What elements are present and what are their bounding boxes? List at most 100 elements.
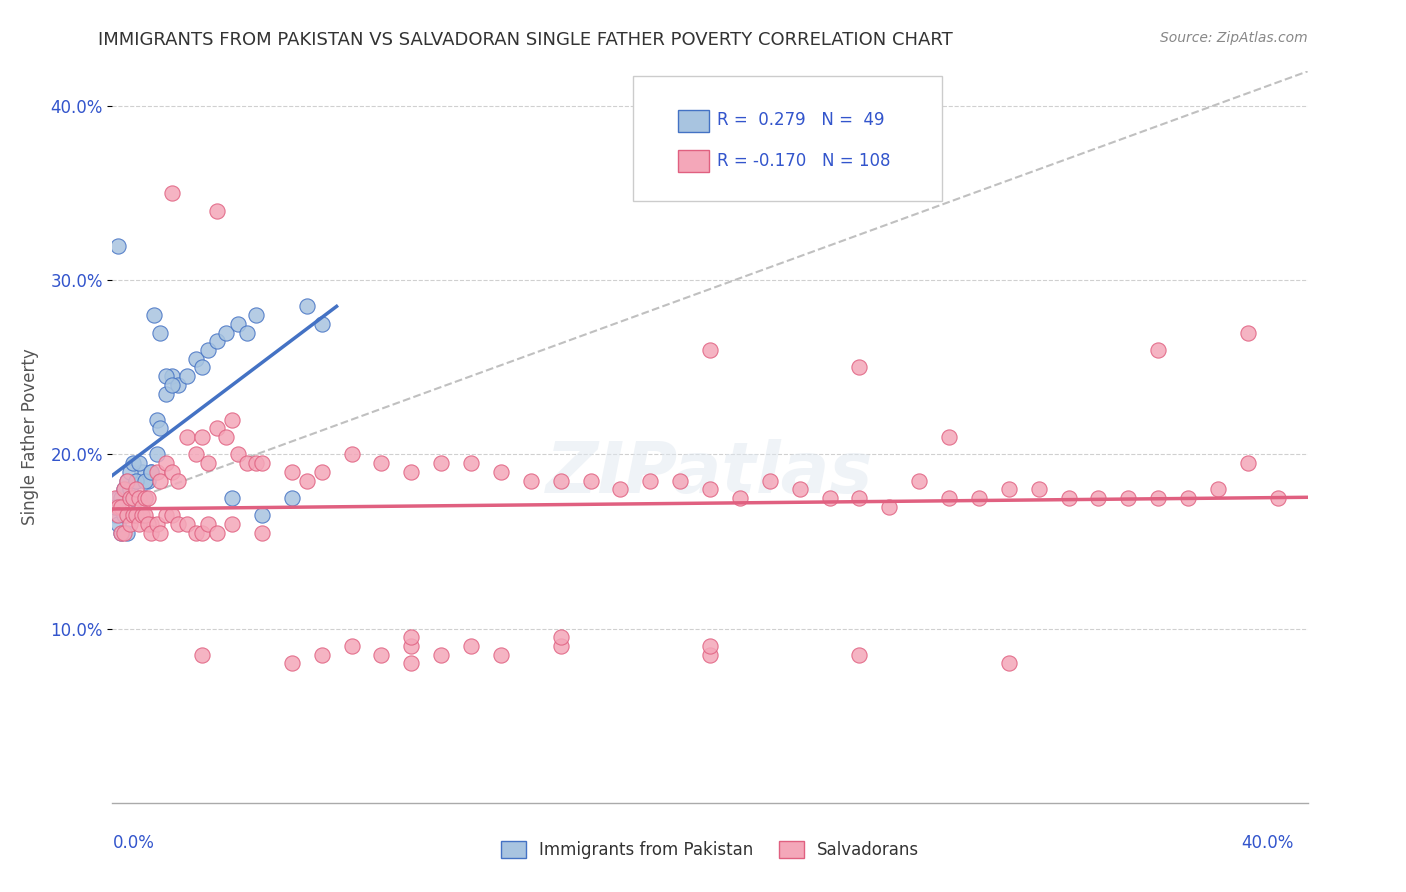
Point	[848, 360, 870, 375]
Point	[848, 491, 870, 505]
Point	[114, 525, 135, 540]
Point	[117, 474, 139, 488]
Point	[117, 525, 139, 540]
Point	[728, 491, 751, 505]
Point	[295, 300, 318, 314]
Point	[117, 474, 139, 488]
Point	[281, 491, 304, 505]
Point	[191, 648, 214, 662]
Point	[430, 648, 453, 662]
Point	[311, 465, 333, 479]
Point	[141, 525, 163, 540]
Text: 0.0%: 0.0%	[112, 834, 155, 852]
Point	[401, 465, 423, 479]
Point	[131, 508, 153, 523]
Point	[125, 474, 148, 488]
Point	[128, 491, 150, 505]
Point	[550, 639, 572, 653]
Point	[245, 308, 267, 322]
Point	[205, 421, 228, 435]
Point	[122, 491, 145, 505]
Text: R = -0.170   N = 108: R = -0.170 N = 108	[717, 152, 890, 169]
Point	[149, 474, 172, 488]
Point	[107, 238, 129, 252]
Point	[110, 500, 132, 514]
Point	[226, 317, 249, 331]
Point	[122, 456, 145, 470]
Point	[138, 491, 160, 505]
Point	[155, 456, 177, 470]
Point	[236, 456, 259, 470]
Point	[120, 483, 142, 497]
Point	[460, 639, 482, 653]
Point	[155, 386, 177, 401]
Point	[221, 491, 243, 505]
Point	[125, 483, 148, 497]
Point	[125, 474, 148, 488]
Point	[191, 360, 214, 375]
Y-axis label: Single Father Poverty: Single Father Poverty	[21, 349, 39, 525]
Point	[215, 326, 238, 340]
Point	[699, 483, 721, 497]
Point	[1087, 491, 1109, 505]
Text: 40.0%: 40.0%	[1241, 834, 1294, 852]
Point	[141, 465, 163, 479]
Point	[640, 474, 662, 488]
Point	[134, 491, 156, 505]
Point	[430, 456, 453, 470]
Point	[1057, 491, 1080, 505]
Point	[197, 517, 219, 532]
Point	[114, 483, 135, 497]
Point	[295, 474, 318, 488]
Point	[167, 517, 190, 532]
Point	[110, 525, 132, 540]
Point	[110, 491, 132, 505]
Point	[141, 517, 163, 532]
Point	[579, 474, 602, 488]
Point	[340, 448, 363, 462]
Point	[146, 517, 169, 532]
Point	[221, 517, 243, 532]
Point	[107, 508, 129, 523]
Point	[281, 657, 304, 671]
Text: ZIPatlas: ZIPatlas	[547, 439, 873, 508]
Point	[197, 456, 219, 470]
Point	[699, 343, 721, 357]
Point	[1206, 483, 1229, 497]
Point	[131, 465, 153, 479]
Point	[609, 483, 631, 497]
Point	[401, 631, 423, 645]
Point	[117, 508, 139, 523]
Point	[114, 483, 135, 497]
Point	[104, 508, 127, 523]
Point	[967, 491, 990, 505]
Point	[176, 430, 198, 444]
Point	[120, 517, 142, 532]
Point	[205, 525, 228, 540]
Point	[1028, 483, 1050, 497]
Legend: Immigrants from Pakistan, Salvadorans: Immigrants from Pakistan, Salvadorans	[492, 833, 928, 868]
Point	[669, 474, 692, 488]
Point	[149, 525, 172, 540]
Point	[550, 631, 572, 645]
Point	[186, 448, 208, 462]
Point	[104, 491, 127, 505]
Point	[167, 474, 190, 488]
Point	[149, 421, 172, 435]
Point	[120, 491, 142, 505]
Point	[134, 491, 156, 505]
Point	[186, 525, 208, 540]
Point	[1237, 456, 1260, 470]
Point	[155, 508, 177, 523]
Point	[128, 491, 150, 505]
Point	[281, 465, 304, 479]
Text: R =  0.279   N =  49: R = 0.279 N = 49	[717, 112, 884, 129]
Point	[138, 517, 160, 532]
Point	[122, 508, 145, 523]
Point	[191, 430, 214, 444]
Point	[143, 308, 166, 322]
Point	[167, 377, 190, 392]
Point	[107, 491, 129, 505]
Point	[250, 525, 273, 540]
Point	[759, 474, 782, 488]
